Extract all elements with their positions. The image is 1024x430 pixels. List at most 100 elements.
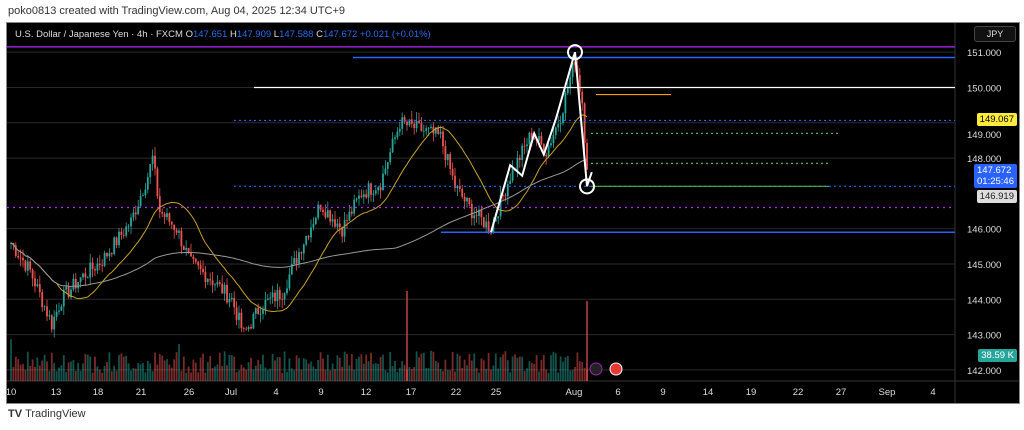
volume-bar — [161, 355, 164, 381]
candle-body — [446, 154, 449, 161]
volume-bar — [480, 358, 483, 381]
volume-bar — [144, 372, 147, 381]
volume-bar — [583, 367, 586, 381]
volume-bar — [552, 351, 555, 381]
tradingview-logo[interactable]: TV TradingView — [8, 408, 86, 420]
candle-body — [163, 213, 166, 218]
price-axis-label: 149.000 — [967, 130, 1001, 141]
top-circle-marker — [567, 44, 583, 61]
volume-bar — [10, 339, 12, 381]
candle-body — [82, 273, 84, 278]
volume-bar — [310, 361, 312, 381]
candle-body — [509, 180, 512, 185]
price-axis-label: 143.000 — [967, 331, 1001, 342]
candle-body — [274, 292, 276, 302]
volume-bar — [439, 368, 442, 381]
candle-body — [38, 284, 41, 293]
candle-body — [103, 252, 106, 266]
candle-body — [245, 328, 248, 330]
candle-body — [108, 253, 111, 257]
candle-body — [86, 277, 89, 279]
candle-body — [346, 220, 348, 221]
volume-bar — [29, 365, 32, 381]
volume-bar — [341, 366, 344, 381]
candle-body — [473, 215, 476, 219]
volume-bar — [26, 351, 29, 381]
volume-spike — [586, 301, 588, 381]
volume-bar — [163, 360, 166, 381]
volume-bar — [158, 353, 161, 381]
price-chart[interactable]: 151.000 150.000 149.000 148.000 146.000 145.0… — [7, 23, 1019, 403]
currency-button[interactable]: JPY — [974, 26, 1016, 42]
volume-bar — [499, 357, 502, 381]
candle-body — [190, 252, 192, 257]
volume-bar — [154, 352, 156, 381]
volume-bar — [14, 356, 17, 381]
volume-bar — [175, 352, 178, 381]
candle-body — [295, 258, 298, 264]
volume-bar — [518, 356, 521, 381]
volume-bar — [216, 364, 219, 381]
volume-bar — [149, 363, 152, 381]
candle-body — [305, 235, 308, 245]
candle-body — [492, 221, 495, 234]
candle-body — [139, 196, 142, 207]
volume-bar — [391, 366, 394, 381]
volume-bar — [379, 356, 382, 381]
volume-bar — [482, 360, 485, 381]
volume-bar — [228, 355, 231, 381]
candle-body — [557, 124, 560, 128]
volume-bar — [120, 353, 123, 381]
volume-bar — [492, 365, 495, 381]
candle-body — [322, 209, 324, 213]
candle-body — [317, 204, 320, 218]
candle-body — [230, 297, 233, 300]
candle-body — [72, 278, 75, 290]
time-axis-label: 27 — [836, 387, 847, 398]
volume-bar — [74, 370, 77, 381]
candle-body — [194, 258, 197, 262]
volume-bar — [235, 372, 238, 381]
volume-bar — [89, 356, 92, 381]
time-axis-label: 26 — [184, 387, 195, 398]
event-icon — [589, 362, 603, 376]
candle-body — [401, 117, 404, 129]
change-value: +0.021 (+0.01%) — [359, 29, 431, 40]
volume-bar — [262, 354, 264, 381]
zigzag-drawing — [490, 51, 576, 233]
candle-body — [406, 121, 408, 126]
volume-bar — [278, 357, 281, 381]
candle-body — [420, 122, 423, 132]
level-price-tag: 149.067 — [976, 113, 1017, 126]
candle-body — [199, 265, 202, 269]
time-axis-label: Jul — [225, 387, 237, 398]
volume-bar — [91, 372, 94, 381]
candle-body — [358, 195, 360, 199]
candle-body — [214, 284, 216, 286]
candle-body — [283, 293, 286, 300]
volume-bar — [367, 361, 370, 381]
candle-body — [180, 230, 183, 247]
candle-body — [48, 315, 51, 317]
volume-bar — [494, 353, 497, 381]
chart-frame[interactable]: 151.000 150.000 149.000 148.000 146.000 145.0… — [6, 22, 1020, 404]
volume-bar — [430, 350, 432, 381]
volume-bar — [266, 370, 269, 381]
time-axis-label: Aug — [566, 387, 583, 398]
last-price: 147.672 — [977, 165, 1012, 176]
price-axis-label: 146.000 — [967, 225, 1001, 236]
open-label: O — [185, 29, 193, 40]
candle-body — [43, 306, 46, 308]
volume-bar — [218, 352, 221, 381]
candle-body — [77, 282, 80, 289]
candle-body — [391, 138, 394, 153]
candle-body — [132, 212, 135, 218]
volume-bar — [365, 354, 368, 381]
volume-bar — [31, 359, 34, 381]
time-axis-label: 19 — [746, 387, 757, 398]
volume-bar — [504, 351, 507, 381]
candle-body — [302, 244, 305, 254]
candle-body — [130, 217, 132, 227]
time-axis-label: Sep — [879, 387, 896, 398]
volume-bar — [60, 365, 63, 381]
